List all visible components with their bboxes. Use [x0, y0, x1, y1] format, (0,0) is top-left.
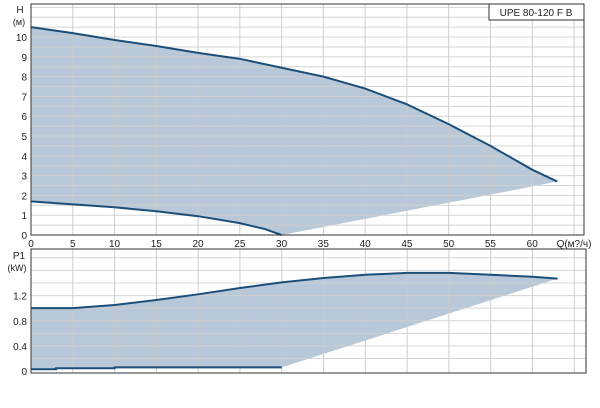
y-tick-label: 9 — [21, 53, 27, 64]
max-curve — [31, 271, 558, 310]
plot-frame — [30, 3, 585, 236]
h-axis-unit: (м) — [13, 17, 25, 27]
y-tick-label: 1 — [21, 211, 27, 222]
y-tick-label: 3 — [21, 172, 27, 183]
x-tick-label: 35 — [318, 239, 330, 250]
y-tick-label: 0 — [21, 231, 27, 242]
x-tick-label: 20 — [193, 239, 205, 250]
y-tick-label: 2 — [21, 191, 27, 202]
legend-box — [488, 3, 585, 21]
h-axis-label: H — [16, 5, 23, 16]
x-tick-label: 45 — [401, 239, 413, 250]
y-tick-label: 0.8 — [13, 317, 27, 328]
y-tick-label: 6 — [21, 112, 27, 123]
y-tick-label: 10 — [16, 33, 28, 44]
x-tick-label: 30 — [276, 239, 288, 250]
y-tick-label: 1.2 — [13, 292, 27, 303]
plot-frame — [30, 248, 587, 374]
x-tick-label: 5 — [70, 239, 76, 250]
x-tick-label: 55 — [485, 239, 497, 250]
p1-axis-label: P1 — [13, 251, 26, 262]
legend-title: UPE 80-120 F B — [500, 8, 573, 19]
operating-area — [31, 27, 558, 236]
min-curve — [30, 200, 282, 236]
x-tick-label: 40 — [360, 239, 372, 250]
p1-axis-unit: (kW) — [8, 263, 27, 273]
x-tick-label: 15 — [151, 239, 163, 250]
y-tick-label: 0.4 — [13, 342, 27, 353]
x-tick-label: 25 — [234, 239, 246, 250]
y-tick-label: 4 — [21, 152, 27, 163]
y-tick-label: 7 — [21, 92, 27, 103]
y-tick-label: 5 — [21, 132, 27, 143]
max-curve — [30, 26, 558, 183]
x-tick-label: 0 — [28, 239, 34, 250]
y-tick-label: 8 — [21, 73, 27, 84]
min-curve — [31, 366, 282, 371]
q-axis-label: Q(м?/ч) — [557, 239, 592, 250]
x-tick-label: 60 — [527, 239, 539, 250]
y-tick-label: 0 — [21, 367, 27, 378]
x-tick-label: 10 — [109, 239, 121, 250]
x-tick-label: 50 — [443, 239, 455, 250]
